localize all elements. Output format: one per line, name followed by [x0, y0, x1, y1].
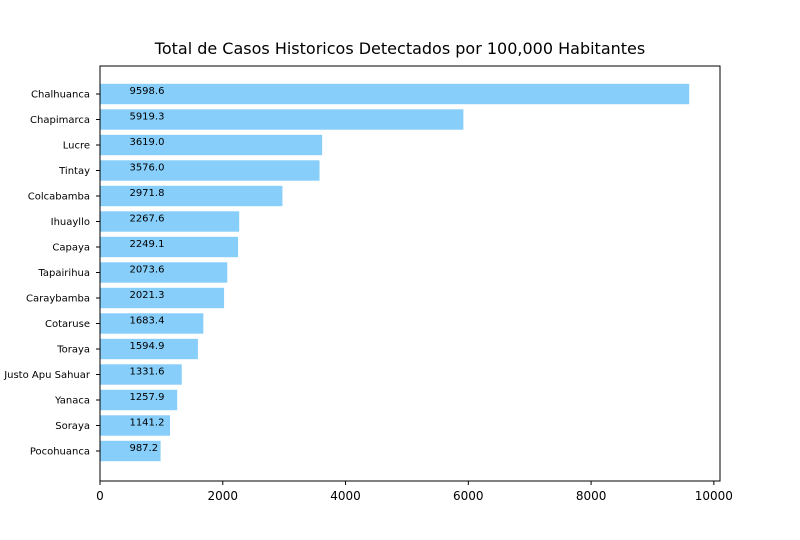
- value-label: 2021.3: [129, 290, 164, 301]
- plot-frame: [99, 65, 721, 482]
- category-label: Pocohuanca: [30, 447, 90, 458]
- bar-justo-apu-sahuar: [100, 364, 182, 385]
- category-label: Lucre: [63, 141, 90, 152]
- bar-tapairihua: [100, 262, 228, 283]
- value-label: 2249.1: [129, 239, 164, 250]
- x-tick-label: 4000: [330, 489, 361, 503]
- value-label: 9598.6: [129, 86, 164, 97]
- value-label: 1683.4: [129, 316, 164, 327]
- value-label: 2267.6: [129, 214, 164, 225]
- category-label: Ihuayllo: [51, 217, 90, 228]
- bar-caraybamba: [100, 287, 225, 309]
- category-label: Justo Apu Sahuar: [3, 370, 91, 381]
- x-tick-label: 2000: [207, 489, 238, 503]
- chart-title: Total de Casos Historicos Detectados por…: [154, 39, 645, 58]
- labels-layer: Chalhuanca 9598.6 Chapimarca 5919.3 Lucre 361…: [3, 86, 164, 458]
- category-label: Toraya: [56, 345, 90, 356]
- value-label: 1141.2: [129, 418, 164, 429]
- value-label: 2073.6: [129, 265, 164, 276]
- bar-capaya: [100, 236, 239, 258]
- category-label: Caraybamba: [26, 294, 90, 305]
- value-label: 3619.0: [129, 137, 164, 148]
- value-label: 987.2: [129, 443, 158, 454]
- bar-yanaca: [100, 389, 178, 411]
- x-tick-label: 0: [96, 489, 104, 503]
- bar-lucre: [100, 134, 323, 156]
- bar-colcabamba: [100, 185, 283, 207]
- category-label: Yanaca: [54, 396, 90, 407]
- value-label: 2971.8: [129, 188, 164, 199]
- category-label: Chapimarca: [30, 115, 90, 126]
- value-label: 1331.6: [129, 367, 164, 378]
- value-label: 1257.9: [129, 392, 164, 403]
- bars-layer: [100, 83, 690, 462]
- category-label: Soraya: [55, 421, 90, 432]
- category-label: Colcabamba: [28, 192, 90, 203]
- value-label: 5919.3: [129, 112, 164, 123]
- category-label: Capaya: [52, 243, 90, 254]
- x-tick-label: 6000: [453, 489, 484, 503]
- category-label: Chalhuanca: [31, 90, 90, 101]
- x-tick-label: 10000: [695, 489, 733, 503]
- bar-ihuayllo: [100, 211, 240, 232]
- bar-chapimarca: [100, 109, 464, 130]
- value-label: 3576.0: [129, 163, 164, 174]
- value-label: 1594.9: [129, 341, 164, 352]
- bar-pocohuanca: [100, 440, 161, 462]
- category-label: Tapairihua: [37, 268, 90, 279]
- bar-toraya: [100, 338, 198, 360]
- bar-cotaruse: [100, 313, 204, 334]
- bar-soraya: [100, 415, 171, 436]
- bar-tintay: [100, 160, 320, 181]
- bar-chalhuanca: [100, 83, 690, 105]
- axis-layer: 0 2000 4000 6000 8000 10000: [96, 93, 733, 503]
- category-label: Cotaruse: [45, 319, 90, 330]
- category-label: Tintay: [58, 166, 90, 177]
- x-tick-label: 8000: [576, 489, 607, 503]
